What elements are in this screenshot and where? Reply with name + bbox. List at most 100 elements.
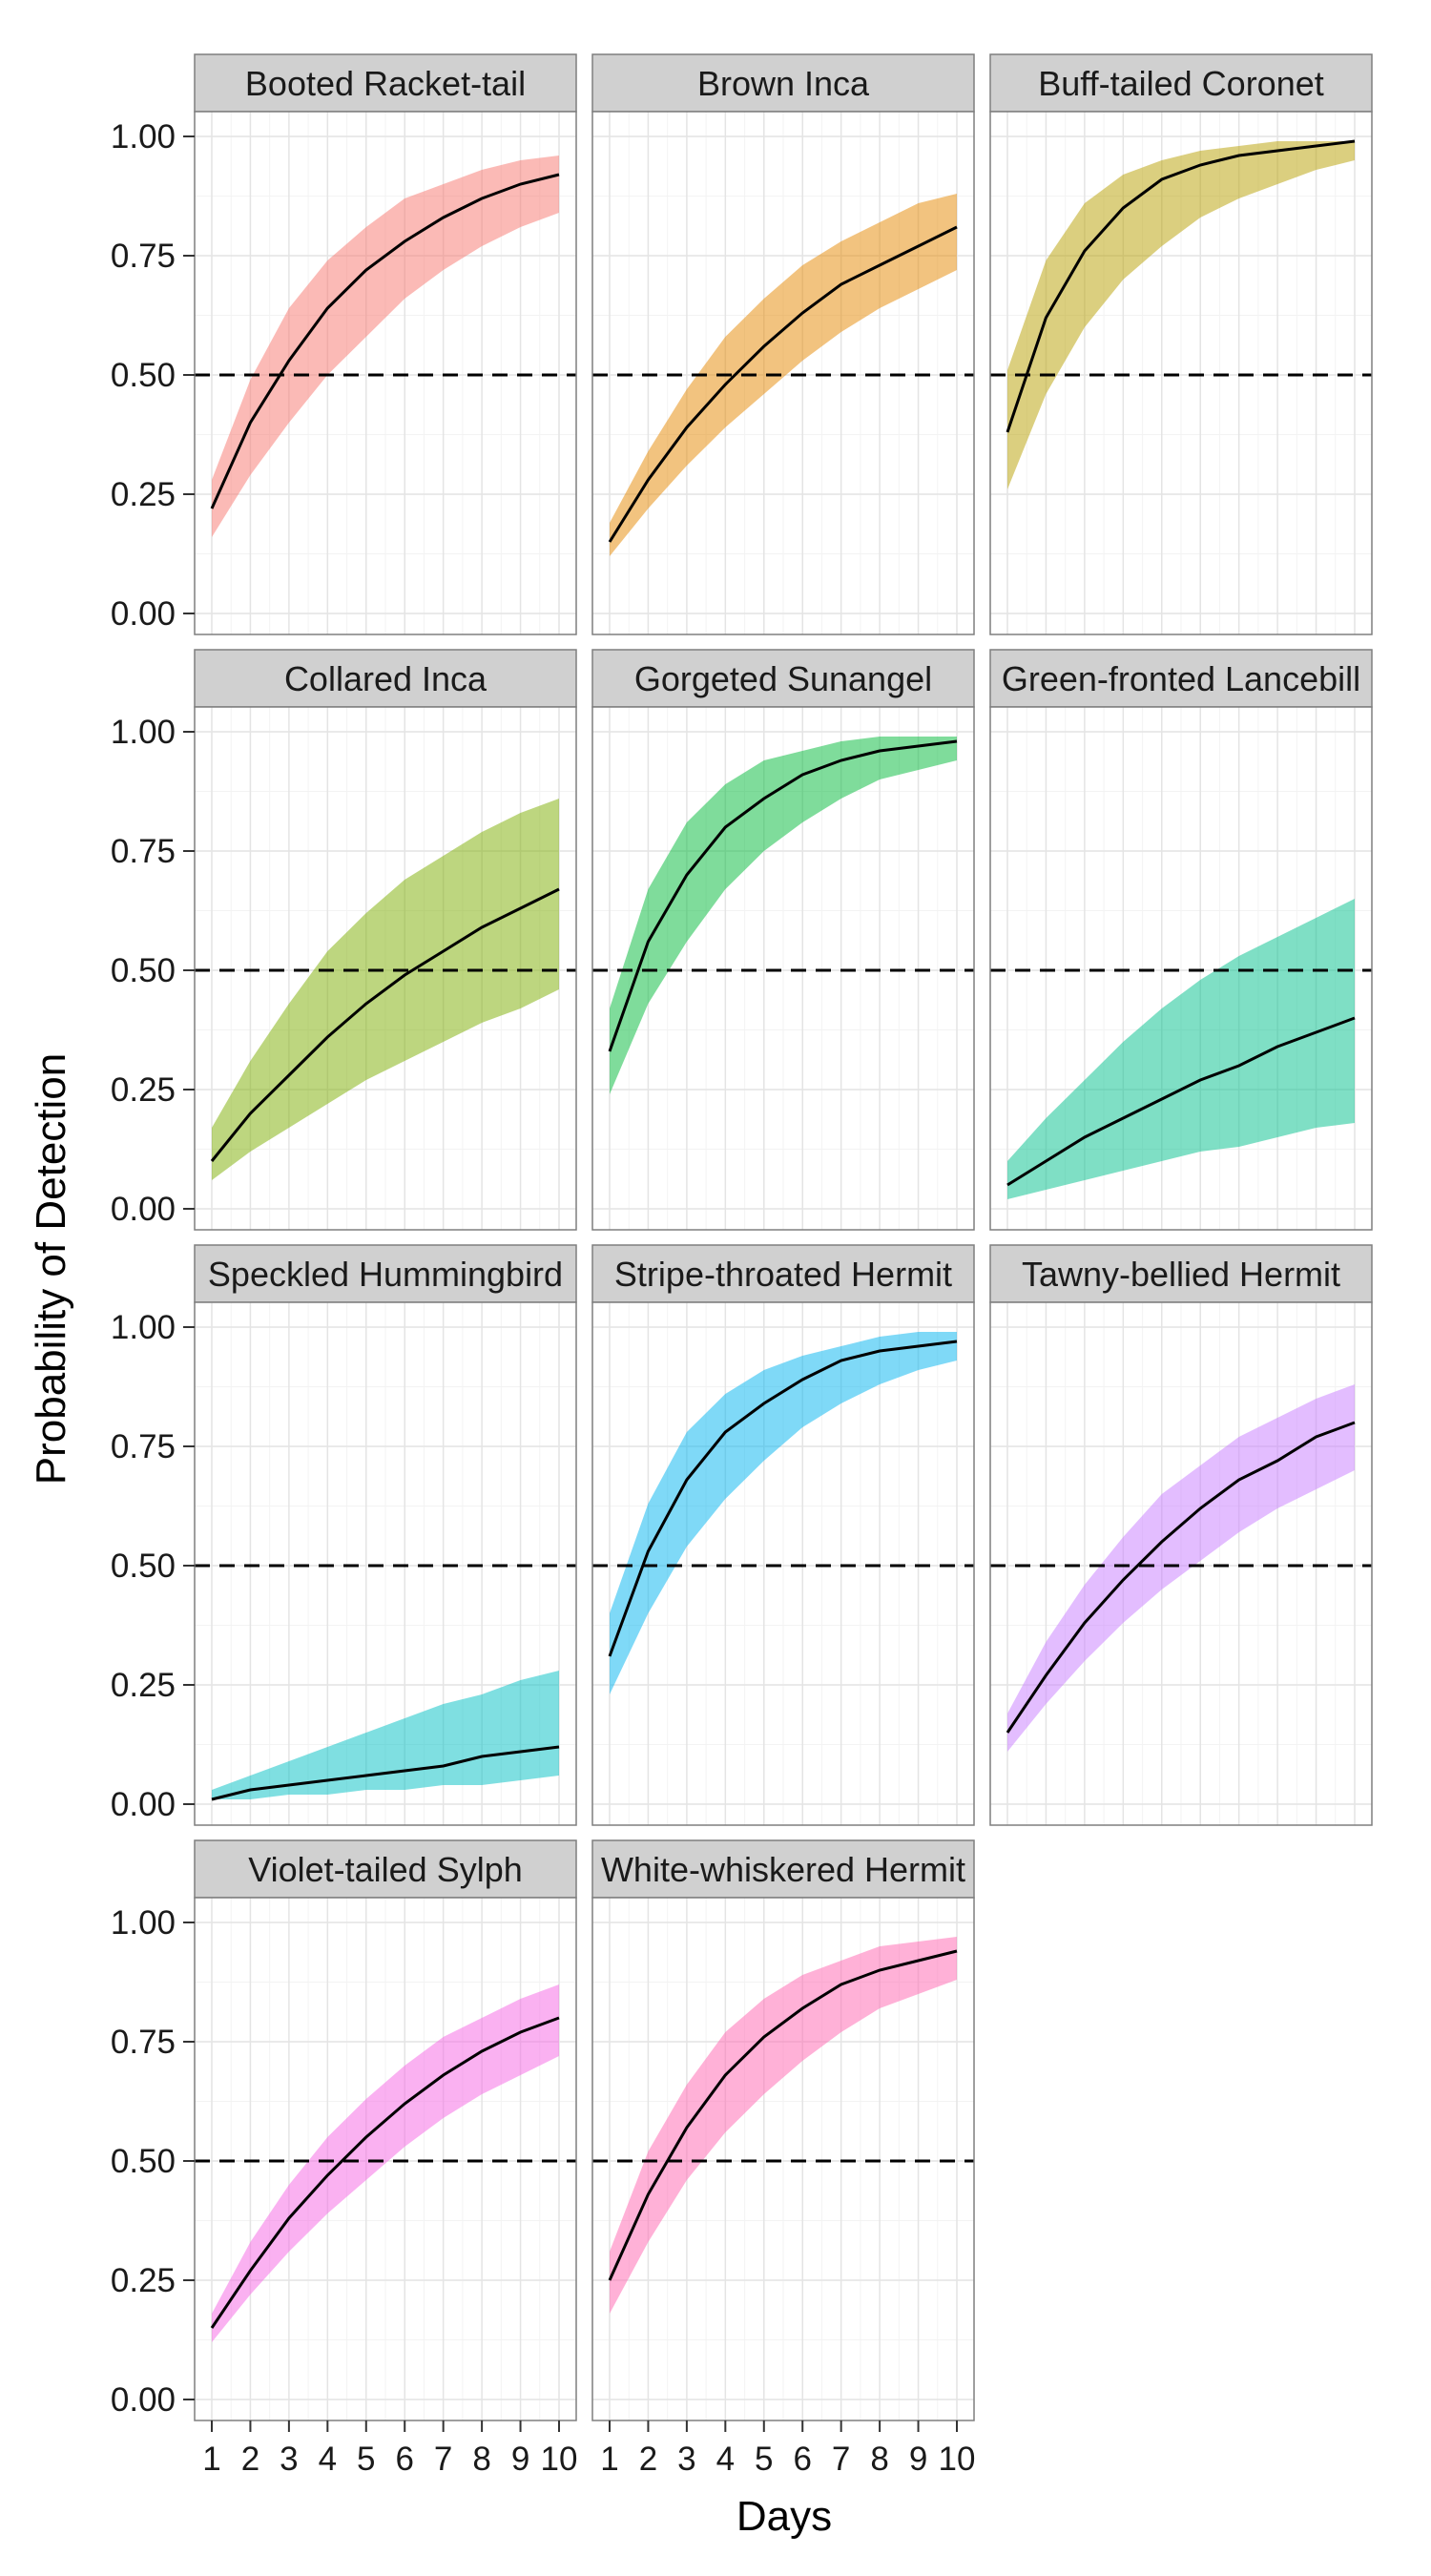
panel-white-whiskered-hermit: White-whiskered Hermit 1 2 3 4 5 6 7 8 9 10 — [591, 1839, 975, 2478]
y-tick-label: 0.75 — [111, 2024, 176, 2061]
panel-collared-inca: Collared Inca 0.00 0.25 0.50 0.75 1.00 — [111, 649, 577, 1231]
strip-buff-tailed-coronet — [989, 53, 1373, 113]
x-tick-label: 4 — [716, 2441, 735, 2478]
mean-line-booted-racket-tail — [210, 173, 560, 509]
y-tick-label: 0.25 — [111, 1071, 176, 1109]
y-tick-label: 0.50 — [111, 357, 176, 394]
strip-label-booted-racket-tail: Booted Racket-tail — [245, 64, 526, 103]
mean-line-gorgeted-sunangel — [608, 739, 958, 1052]
y-tick-label: 0.00 — [111, 2381, 176, 2419]
x-tick-label: 2 — [639, 2441, 657, 2478]
x-tick-label: 5 — [755, 2441, 773, 2478]
y-tick-label: 0.00 — [111, 1786, 176, 1823]
x-tick-label: 10 — [541, 2441, 578, 2478]
strip-green-fronted-lancebill — [989, 649, 1373, 708]
mean-line-buff-tailed-coronet — [1006, 139, 1356, 433]
mean-line-brown-inca — [608, 225, 958, 543]
ribbon-speckled-hummingbird — [212, 1671, 559, 1799]
x-tick-label: 7 — [832, 2441, 850, 2478]
y-tick-label: 0.75 — [111, 1428, 176, 1465]
x-tick-label: 3 — [280, 2441, 298, 2478]
y-tick-label: 1.00 — [111, 118, 176, 156]
x-axis-white-whiskered-hermit: 1 2 3 4 5 6 7 8 9 10 — [600, 2420, 975, 2478]
x-tick-label: 2 — [241, 2441, 259, 2478]
strip-label-green-fronted-lancebill: Green-fronted Lancebill — [1002, 659, 1360, 698]
mean-line-collared-inca — [210, 887, 560, 1162]
y-tick-label: 0.50 — [111, 1548, 176, 1585]
x-tick-label: 5 — [357, 2441, 375, 2478]
x-tick-label: 9 — [909, 2441, 927, 2478]
ribbon-brown-inca — [610, 194, 957, 556]
mean-line-tawny-bellied-hermit — [1006, 1421, 1356, 1734]
strip-booted-racket-tail — [194, 53, 577, 113]
panel-border-collared-inca — [194, 706, 577, 1231]
strip-tawny-bellied-hermit — [989, 1244, 1373, 1303]
panel-border-brown-inca — [591, 111, 975, 635]
x-tick-label: 4 — [319, 2441, 337, 2478]
y-tick-label: 1.00 — [111, 1904, 176, 1942]
panel-violet-tailed-sylph: Violet-tailed Sylph 0.00 0.25 0.50 0.75 1.00 1… — [111, 1839, 577, 2478]
panel-border-gorgeted-sunangel — [591, 706, 975, 1231]
panel-border-green-fronted-lancebill — [989, 706, 1373, 1231]
strip-label-brown-inca: Brown Inca — [697, 64, 870, 103]
y-tick-label: 1.00 — [111, 714, 176, 751]
x-tick-label: 3 — [677, 2441, 695, 2478]
ribbon-white-whiskered-hermit — [610, 1937, 957, 2314]
mean-line-stripe-throated-hermit — [608, 1340, 958, 1657]
x-tick-label: 8 — [870, 2441, 888, 2478]
mean-line-speckled-hummingbird — [211, 1745, 560, 1801]
grid-brown-inca — [592, 112, 974, 634]
strip-label-white-whiskered-hermit: White-whiskered Hermit — [601, 1850, 965, 1889]
panels-layer: Booted Racket-tail 0.00 0.25 0.50 0.75 1.00 Br… — [111, 53, 1373, 2478]
grid-tawny-bellied-hermit — [990, 1302, 1372, 1825]
y-tick-label: 0.50 — [111, 2143, 176, 2180]
strip-label-collared-inca: Collared Inca — [284, 659, 487, 698]
y-tick-label: 0.75 — [111, 833, 176, 870]
panel-border-white-whiskered-hermit — [591, 1897, 975, 2421]
grid-speckled-hummingbird — [195, 1302, 576, 1825]
panel-border-buff-tailed-coronet — [989, 111, 1373, 635]
y-axis-speckled-hummingbird: 0.00 0.25 0.50 0.75 1.00 — [111, 1309, 195, 1823]
ribbon-tawny-bellied-hermit — [1007, 1384, 1355, 1752]
strip-white-whiskered-hermit — [591, 1839, 975, 1899]
x-axis-violet-tailed-sylph: 1 2 3 4 5 6 7 8 9 10 — [202, 2420, 577, 2478]
mean-line-violet-tailed-sylph — [210, 2016, 560, 2329]
mean-line-green-fronted-lancebill — [1006, 1016, 1356, 1187]
y-axis-violet-tailed-sylph: 0.00 0.25 0.50 0.75 1.00 — [111, 1904, 195, 2419]
panel-border-booted-racket-tail — [194, 111, 577, 635]
y-tick-label: 0.25 — [111, 1667, 176, 1704]
x-axis-title: Days — [736, 2493, 832, 2540]
panel-buff-tailed-coronet: Buff-tailed Coronet — [989, 53, 1373, 635]
panel-booted-racket-tail: Booted Racket-tail 0.00 0.25 0.50 0.75 1.00 — [111, 53, 577, 635]
strip-violet-tailed-sylph — [194, 1839, 577, 1899]
panel-gorgeted-sunangel: Gorgeted Sunangel — [591, 649, 975, 1231]
panel-stripe-throated-hermit: Stripe-throated Hermit — [591, 1244, 975, 1826]
x-tick-label: 1 — [202, 2441, 220, 2478]
strip-collared-inca — [194, 649, 577, 708]
panel-border-speckled-hummingbird — [194, 1301, 577, 1826]
x-tick-label: 7 — [434, 2441, 452, 2478]
x-tick-label: 9 — [511, 2441, 529, 2478]
panel-speckled-hummingbird: Speckled Hummingbird 0.00 0.25 0.50 0.75 1.00 — [111, 1244, 577, 1826]
panel-border-violet-tailed-sylph — [194, 1897, 577, 2421]
strip-label-gorgeted-sunangel: Gorgeted Sunangel — [634, 659, 932, 698]
ribbon-gorgeted-sunangel — [610, 737, 957, 1094]
y-tick-label: 0.00 — [111, 1191, 176, 1228]
ribbon-buff-tailed-coronet — [1007, 141, 1355, 489]
y-tick-label: 0.25 — [111, 476, 176, 513]
ribbon-violet-tailed-sylph — [212, 1984, 559, 2342]
ribbon-stripe-throated-hermit — [610, 1332, 957, 1694]
panel-brown-inca: Brown Inca — [591, 53, 975, 635]
strip-brown-inca — [591, 53, 975, 113]
panel-border-stripe-throated-hermit — [591, 1301, 975, 1826]
panel-border-tawny-bellied-hermit — [989, 1301, 1373, 1826]
strip-label-speckled-hummingbird: Speckled Hummingbird — [208, 1255, 563, 1294]
x-tick-label: 10 — [939, 2441, 976, 2478]
y-axis-booted-racket-tail: 0.00 0.25 0.50 0.75 1.00 — [111, 118, 195, 633]
y-tick-label: 1.00 — [111, 1309, 176, 1346]
y-tick-label: 0.75 — [111, 238, 176, 275]
strip-stripe-throated-hermit — [591, 1244, 975, 1303]
y-tick-label: 0.25 — [111, 2262, 176, 2299]
strip-speckled-hummingbird — [194, 1244, 577, 1303]
